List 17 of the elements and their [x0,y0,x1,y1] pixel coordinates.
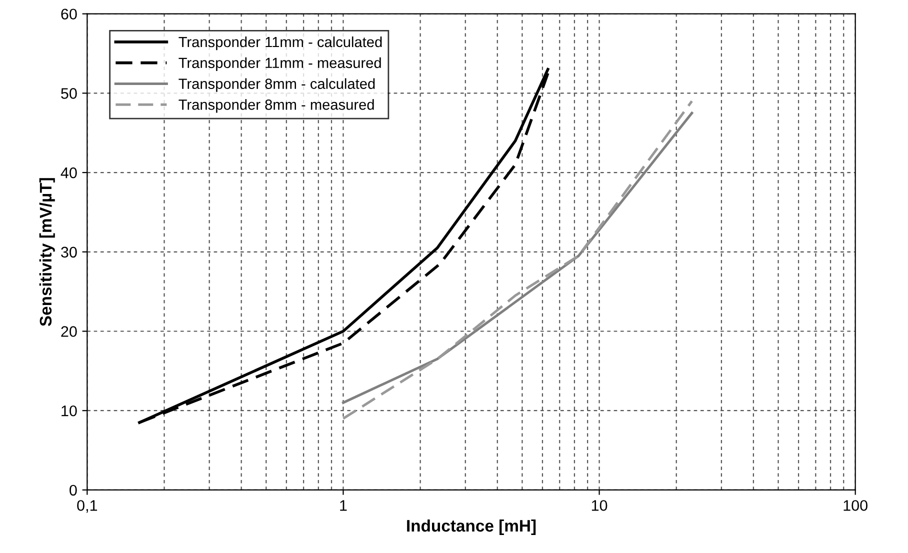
legend-label: Transponder 8mm - measured [178,99,374,113]
y-tick-label: 60 [61,8,77,20]
legend-label: Transponder 11mm - calculated [178,36,382,50]
legend-label: Transponder 8mm - calculated [178,78,375,92]
y-tick-label: 40 [60,167,77,178]
x-tick-label: 0,1 [77,500,98,513]
x-axis-title: Inductance [mH] [407,519,536,536]
y-axis-title: Sensitivity [mV/µT] [39,178,55,326]
x-tick-label: 10 [592,500,608,511]
x-tick-label: 1 [340,500,347,511]
y-tick-label: 50 [61,88,77,99]
y-tick-label: 10 [62,405,77,416]
legend-label: Transponder 11mm - measured [178,57,381,71]
x-tick-label: 100 [844,500,868,511]
y-tick-label: 20 [61,326,77,337]
y-tick-label: 0 [70,484,77,496]
y-tick-label: 30 [61,246,77,258]
